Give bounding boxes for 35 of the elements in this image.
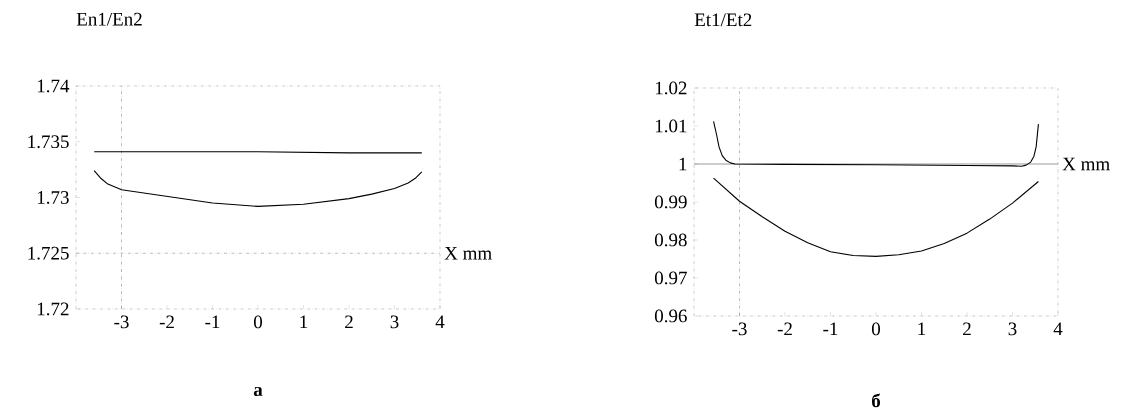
x-tick-label: 1	[918, 322, 926, 336]
x-tick-label: 0	[871, 322, 881, 336]
y-tick-label: 0.98	[654, 233, 687, 247]
x-tick-label: -1	[823, 322, 838, 336]
x-axis-title: X mm	[444, 247, 492, 260]
x-tick-label: -3	[732, 322, 747, 336]
x-tick-label: -3	[114, 315, 129, 329]
x-tick-label: -2	[159, 315, 174, 329]
y-tick-label: 1.725	[28, 246, 69, 260]
text: б	[871, 393, 881, 408]
y-tick-label: 1.74	[37, 79, 70, 93]
x-tick-label: -2	[777, 322, 792, 336]
x-tick-label: 2	[345, 315, 353, 329]
y-tick-label: 1.73	[37, 191, 69, 204]
y-tick-label: 0.99	[654, 195, 687, 209]
y-tick-label: 1.01	[655, 119, 687, 133]
y-axis-title: Et1/Et2	[694, 13, 752, 27]
y-tick-label: 1.72	[37, 302, 69, 316]
x-tick-label: 3	[390, 315, 399, 329]
text: a	[253, 386, 263, 397]
x-tick-label: 2	[963, 322, 971, 336]
x-tick-label: 4	[1053, 322, 1063, 336]
y-tick-label: 1	[679, 157, 687, 171]
x-tick-label: 0	[253, 315, 263, 329]
line-series	[713, 177, 1039, 257]
x-axis-title: X mm	[1062, 157, 1110, 171]
y-tick-label: 0.96	[654, 309, 687, 323]
x-tick-label: 3	[1008, 322, 1017, 336]
y-tick-label: 1.735	[28, 135, 69, 149]
y-axis-title: En1/En2	[76, 12, 142, 26]
x-tick-label: -1	[205, 315, 220, 329]
x-tick-label: 4	[435, 315, 445, 329]
x-tick-label: 1	[300, 315, 308, 329]
y-tick-label: 1.02	[655, 81, 687, 95]
y-tick-label: 0.97	[654, 271, 687, 285]
